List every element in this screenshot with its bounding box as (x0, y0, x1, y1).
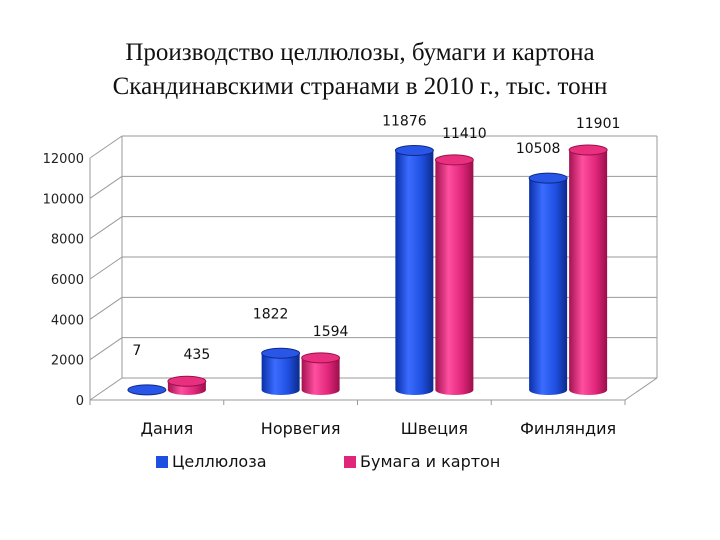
data-label: 11410 (442, 126, 487, 142)
gridline-side-10000 (89, 175, 123, 199)
legend-label-1: Бумага и картон (360, 452, 500, 471)
chart-title: Производство целлюлозы, бумаги и картона… (0, 36, 720, 104)
bar-top (167, 375, 207, 387)
gridline-side-2000 (89, 337, 123, 361)
bar-top (127, 384, 167, 396)
gridline-side-12000 (89, 135, 123, 159)
y-tick-label: 2000 (51, 354, 84, 369)
bar-Целлюлоза-Финляндия (529, 178, 568, 390)
bar-top (528, 172, 568, 184)
bar-base (435, 385, 474, 395)
x-category-label: Финляндия (520, 419, 616, 438)
chart-title-line2: Скандинавскими странами в 2010 г., тыс. … (112, 73, 608, 100)
bar-top (568, 144, 608, 156)
data-label: 1822 (253, 306, 289, 322)
y-tick-label: 8000 (51, 233, 84, 248)
bar-top (434, 154, 474, 166)
legend-swatch-0 (156, 456, 168, 468)
bar-base (569, 385, 608, 395)
bar-top (301, 352, 341, 364)
chart-title-line1: Производство целлюлозы, бумаги и картона (125, 39, 595, 66)
bar-base (261, 385, 300, 395)
data-label: 435 (184, 347, 211, 363)
data-label: 11876 (382, 114, 427, 130)
bar-base (167, 385, 206, 395)
bar-Целлюлоза-Швеция (395, 150, 434, 390)
y-tick-label: 4000 (51, 313, 84, 328)
legend-swatch-1 (344, 456, 356, 468)
data-label: 1594 (313, 324, 349, 340)
x-category-label: Дания (140, 419, 193, 438)
bar-top (261, 347, 301, 359)
data-label: 10508 (516, 141, 561, 157)
bar-base (529, 385, 568, 395)
x-category-label: Швеция (401, 419, 468, 438)
data-label: 7 (132, 343, 141, 359)
gridline-side-6000 (89, 256, 123, 280)
bar-Бумага и картон-Финляндия (569, 149, 608, 390)
legend-label-0: Целлюлоза (172, 452, 267, 471)
bar-Бумага и картон-Швеция (435, 159, 474, 390)
gridline-side-0 (89, 377, 123, 401)
gridline-side-8000 (89, 216, 123, 240)
gridline-side-4000 (89, 296, 123, 320)
x-category-label: Норвегия (261, 419, 341, 438)
bar-top (394, 145, 434, 157)
y-tick-label: 10000 (43, 192, 84, 207)
floor-right-edge (624, 377, 658, 401)
bar-Целлюлоза-Норвегия (261, 353, 300, 390)
y-tick-label: 12000 (43, 152, 84, 167)
data-label: 11901 (576, 116, 621, 132)
y-tick-label: 6000 (51, 273, 84, 288)
bar-base (301, 385, 340, 395)
y-tick-label: 0 (76, 394, 84, 409)
bar-base (395, 385, 434, 395)
